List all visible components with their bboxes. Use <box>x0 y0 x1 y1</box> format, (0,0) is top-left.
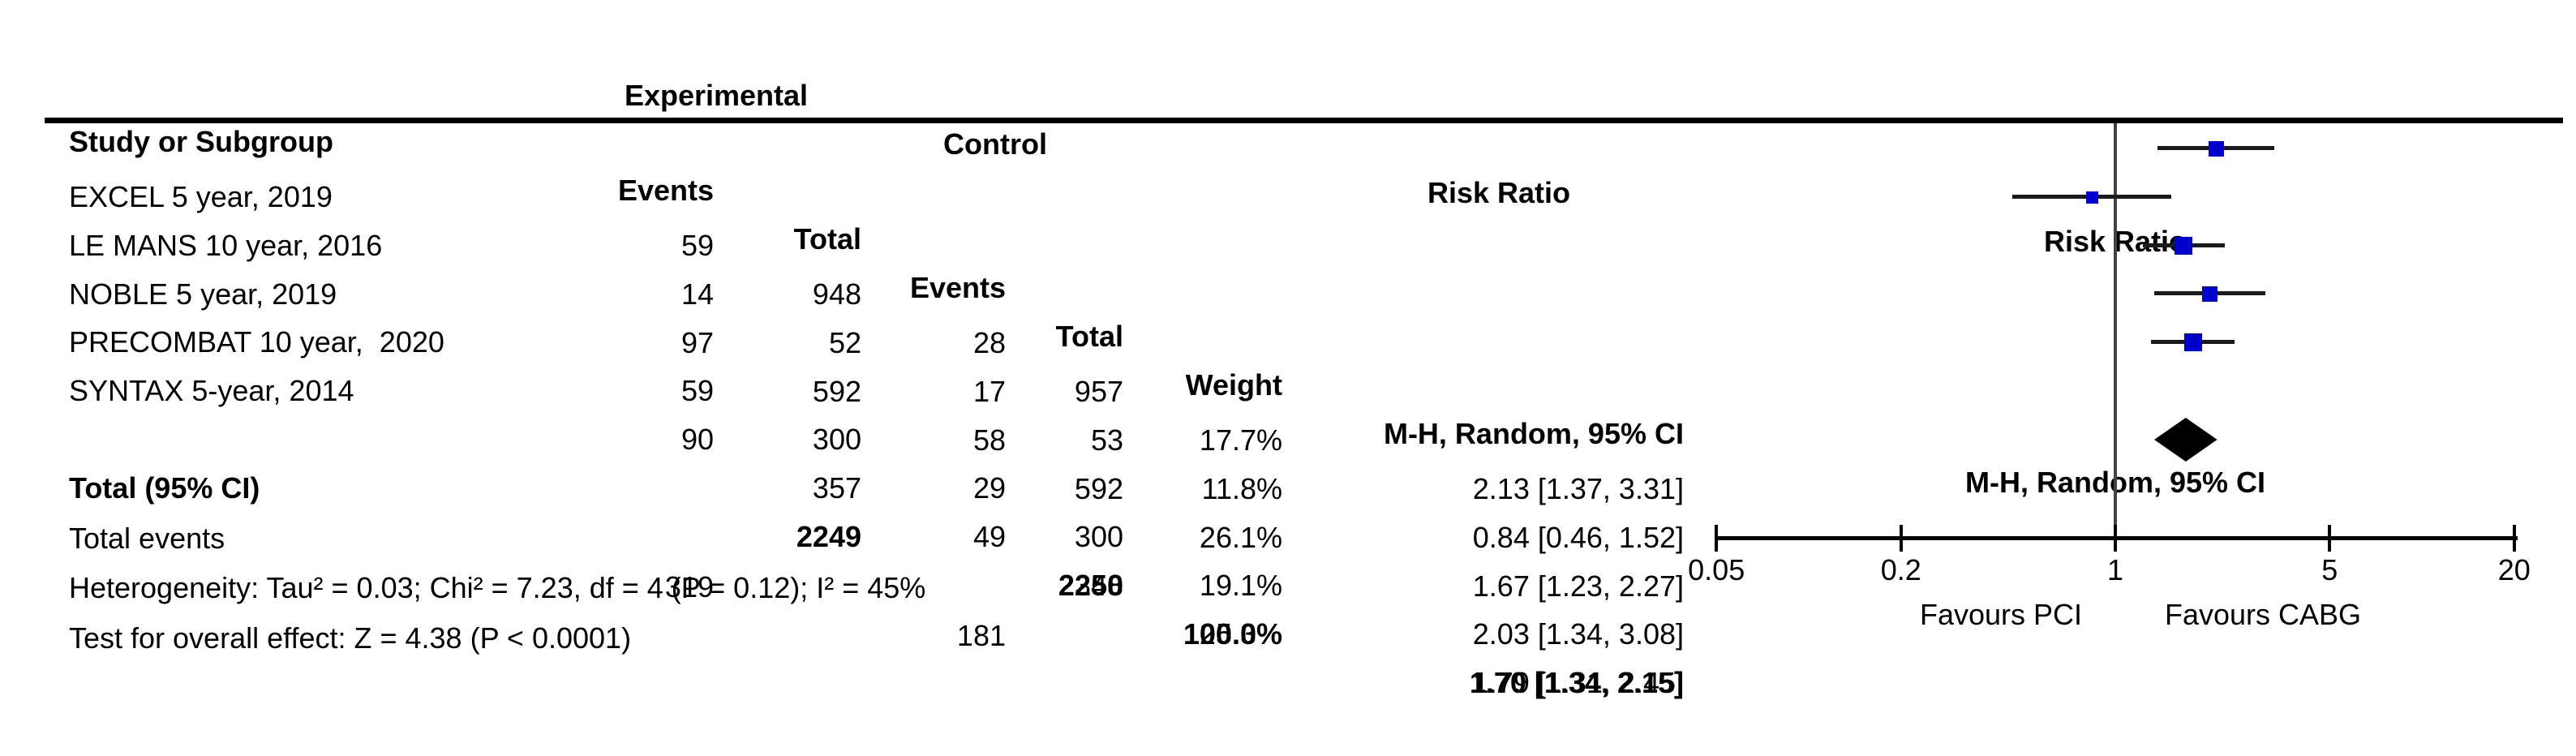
experimental-events-cell: 97 <box>680 326 714 359</box>
point-estimate-marker <box>2085 191 2098 204</box>
control-events-cell: 28 <box>972 326 1006 359</box>
total-events-label: Total events <box>69 522 225 555</box>
risk-ratio-method-header: M-H, Random, 95% CI <box>1383 417 1684 450</box>
experimental-total-cell: 948 <box>812 277 861 311</box>
axis-tick-label: 20 <box>2497 553 2531 586</box>
control-events-header: Events <box>909 271 1006 304</box>
study-column-header: Study or Subgroup <box>69 125 333 158</box>
experimental-total-header: Total <box>793 222 861 256</box>
experimental-events-cell: 59 <box>680 374 714 407</box>
overall-effect-text: Test for overall effect: Z = 4.38 (P < 0… <box>69 621 632 655</box>
point-estimate-marker <box>2183 333 2202 351</box>
control-events-cell: 17 <box>972 375 1006 408</box>
control-total-header: Total <box>1055 320 1123 353</box>
study-label: SYNTAX 5-year, 2014 <box>69 374 354 407</box>
risk-ratio-cell: 2.13 [1.37, 3.31] <box>1472 472 1684 505</box>
experimental-events-cell: 59 <box>680 229 714 262</box>
point-estimate-marker <box>2208 140 2224 157</box>
experimental-group-header: Experimental <box>624 79 809 112</box>
table-header-columns: Study or Subgroup Events Total Events To… <box>0 69 2576 499</box>
weight-column-header: Weight <box>1185 368 1282 402</box>
axis-tick <box>1899 525 1903 552</box>
control-events-cell: 29 <box>972 471 1006 505</box>
point-estimate-marker <box>2175 237 2193 255</box>
control-events-cell: 49 <box>972 520 1006 553</box>
heterogeneity-row: Heterogeneity: Tau² = 0.03; Chi² = 7.23,… <box>0 515 2576 604</box>
axis-tick <box>1715 525 1719 552</box>
header-rule <box>45 118 2563 123</box>
experimental-events-cell: 90 <box>680 423 714 456</box>
axis-tick-label: 1 <box>2106 553 2124 586</box>
weight-cell: 25.3% <box>1199 617 1282 651</box>
control-total-cell: 53 <box>1090 423 1123 457</box>
total-events-experimental: 319 <box>664 570 714 604</box>
control-total-cell: 957 <box>1074 375 1123 408</box>
control-group-header: Control <box>943 127 1047 161</box>
heterogeneity-text: Heterogeneity: Tau² = 0.03; Chi² = 7.23,… <box>69 571 926 604</box>
study-label: EXCEL 5 year, 2019 <box>69 180 333 213</box>
study-label: PRECOMBAT 10 year, 2020 <box>69 325 444 359</box>
null-effect-line <box>2114 123 2117 538</box>
point-estimate-marker <box>2201 286 2218 302</box>
weight-cell: 17.7% <box>1199 423 1282 457</box>
study-label: NOBLE 5 year, 2019 <box>69 277 337 311</box>
total-risk-ratio: 1.70 [1.34, 2.15] <box>1469 666 1684 699</box>
study-label: LE MANS 10 year, 2016 <box>69 229 383 262</box>
weight-cell: 11.8% <box>1201 472 1282 505</box>
favours-left-label: Favours PCI <box>1919 598 2083 631</box>
risk-ratio-cell: 0.84 [0.46, 1.52] <box>1472 521 1684 554</box>
total-control-total: 2250 <box>1058 569 1123 602</box>
risk-ratio-plot-method-header: M-H, Random, 95% CI <box>1964 466 2266 499</box>
axis-tick <box>2114 525 2117 552</box>
experimental-events-cell: 14 <box>680 277 714 311</box>
study-row: PRECOMBAT 10 year, 2020 59 300 29 300 19… <box>0 269 2576 651</box>
weight-cell: 19.1% <box>1199 569 1282 602</box>
forest-plot-page: { "table": { "header": { "group_experime… <box>0 23 2576 699</box>
study-row: NOBLE 5 year, 2019 97 592 58 592 26.1% 1… <box>0 221 2576 603</box>
experimental-events-header: Events <box>617 174 714 207</box>
weight-cell: 26.1% <box>1199 521 1282 554</box>
risk-ratio-column-title: Risk Ratio <box>1427 176 1571 209</box>
total-events-control: 181 <box>956 619 1006 652</box>
control-total-cell: 300 <box>1074 520 1123 553</box>
control-total-cell: 592 <box>1074 472 1123 505</box>
control-total-cell: 348 <box>1074 569 1123 602</box>
total-weight: 100.0% <box>1183 617 1282 651</box>
axis-tick-label: 0.2 <box>1880 553 1921 586</box>
total-experimental-total: 2249 <box>796 520 861 553</box>
risk-ratio-cell: 2.03 [1.34, 3.08] <box>1472 617 1684 651</box>
risk-ratio-plot-title: Risk Ratio <box>2043 225 2187 258</box>
experimental-total-cell: 592 <box>812 375 861 408</box>
experimental-total-cell: 52 <box>828 326 861 359</box>
experimental-total-cell: 357 <box>812 471 861 505</box>
study-row: LE MANS 10 year, 2016 14 52 17 53 11.8% … <box>0 173 2576 554</box>
risk-ratio-cell: 1.67 [1.23, 2.27] <box>1472 569 1684 603</box>
axis-tick-label: 0.05 <box>1688 553 1745 586</box>
total-events-row: Total events 319 181 <box>0 466 2576 652</box>
overall-effect-row: Test for overall effect: Z = 4.38 (P < 0… <box>0 565 2576 655</box>
table-header-groups: Experimental Control Risk Ratio Risk Rat… <box>0 23 2576 258</box>
axis-tick <box>2328 525 2332 552</box>
axis-tick-label: 5 <box>2321 553 2338 586</box>
total-label: Total (95% CI) <box>69 471 260 505</box>
experimental-total-cell: 300 <box>812 423 861 456</box>
axis-tick <box>2512 525 2516 552</box>
study-row: EXCEL 5 year, 2019 59 948 28 957 17.7% 2… <box>0 124 2576 505</box>
control-events-cell: 58 <box>972 423 1006 457</box>
favours-right-label: Favours CABG <box>2164 598 2362 631</box>
